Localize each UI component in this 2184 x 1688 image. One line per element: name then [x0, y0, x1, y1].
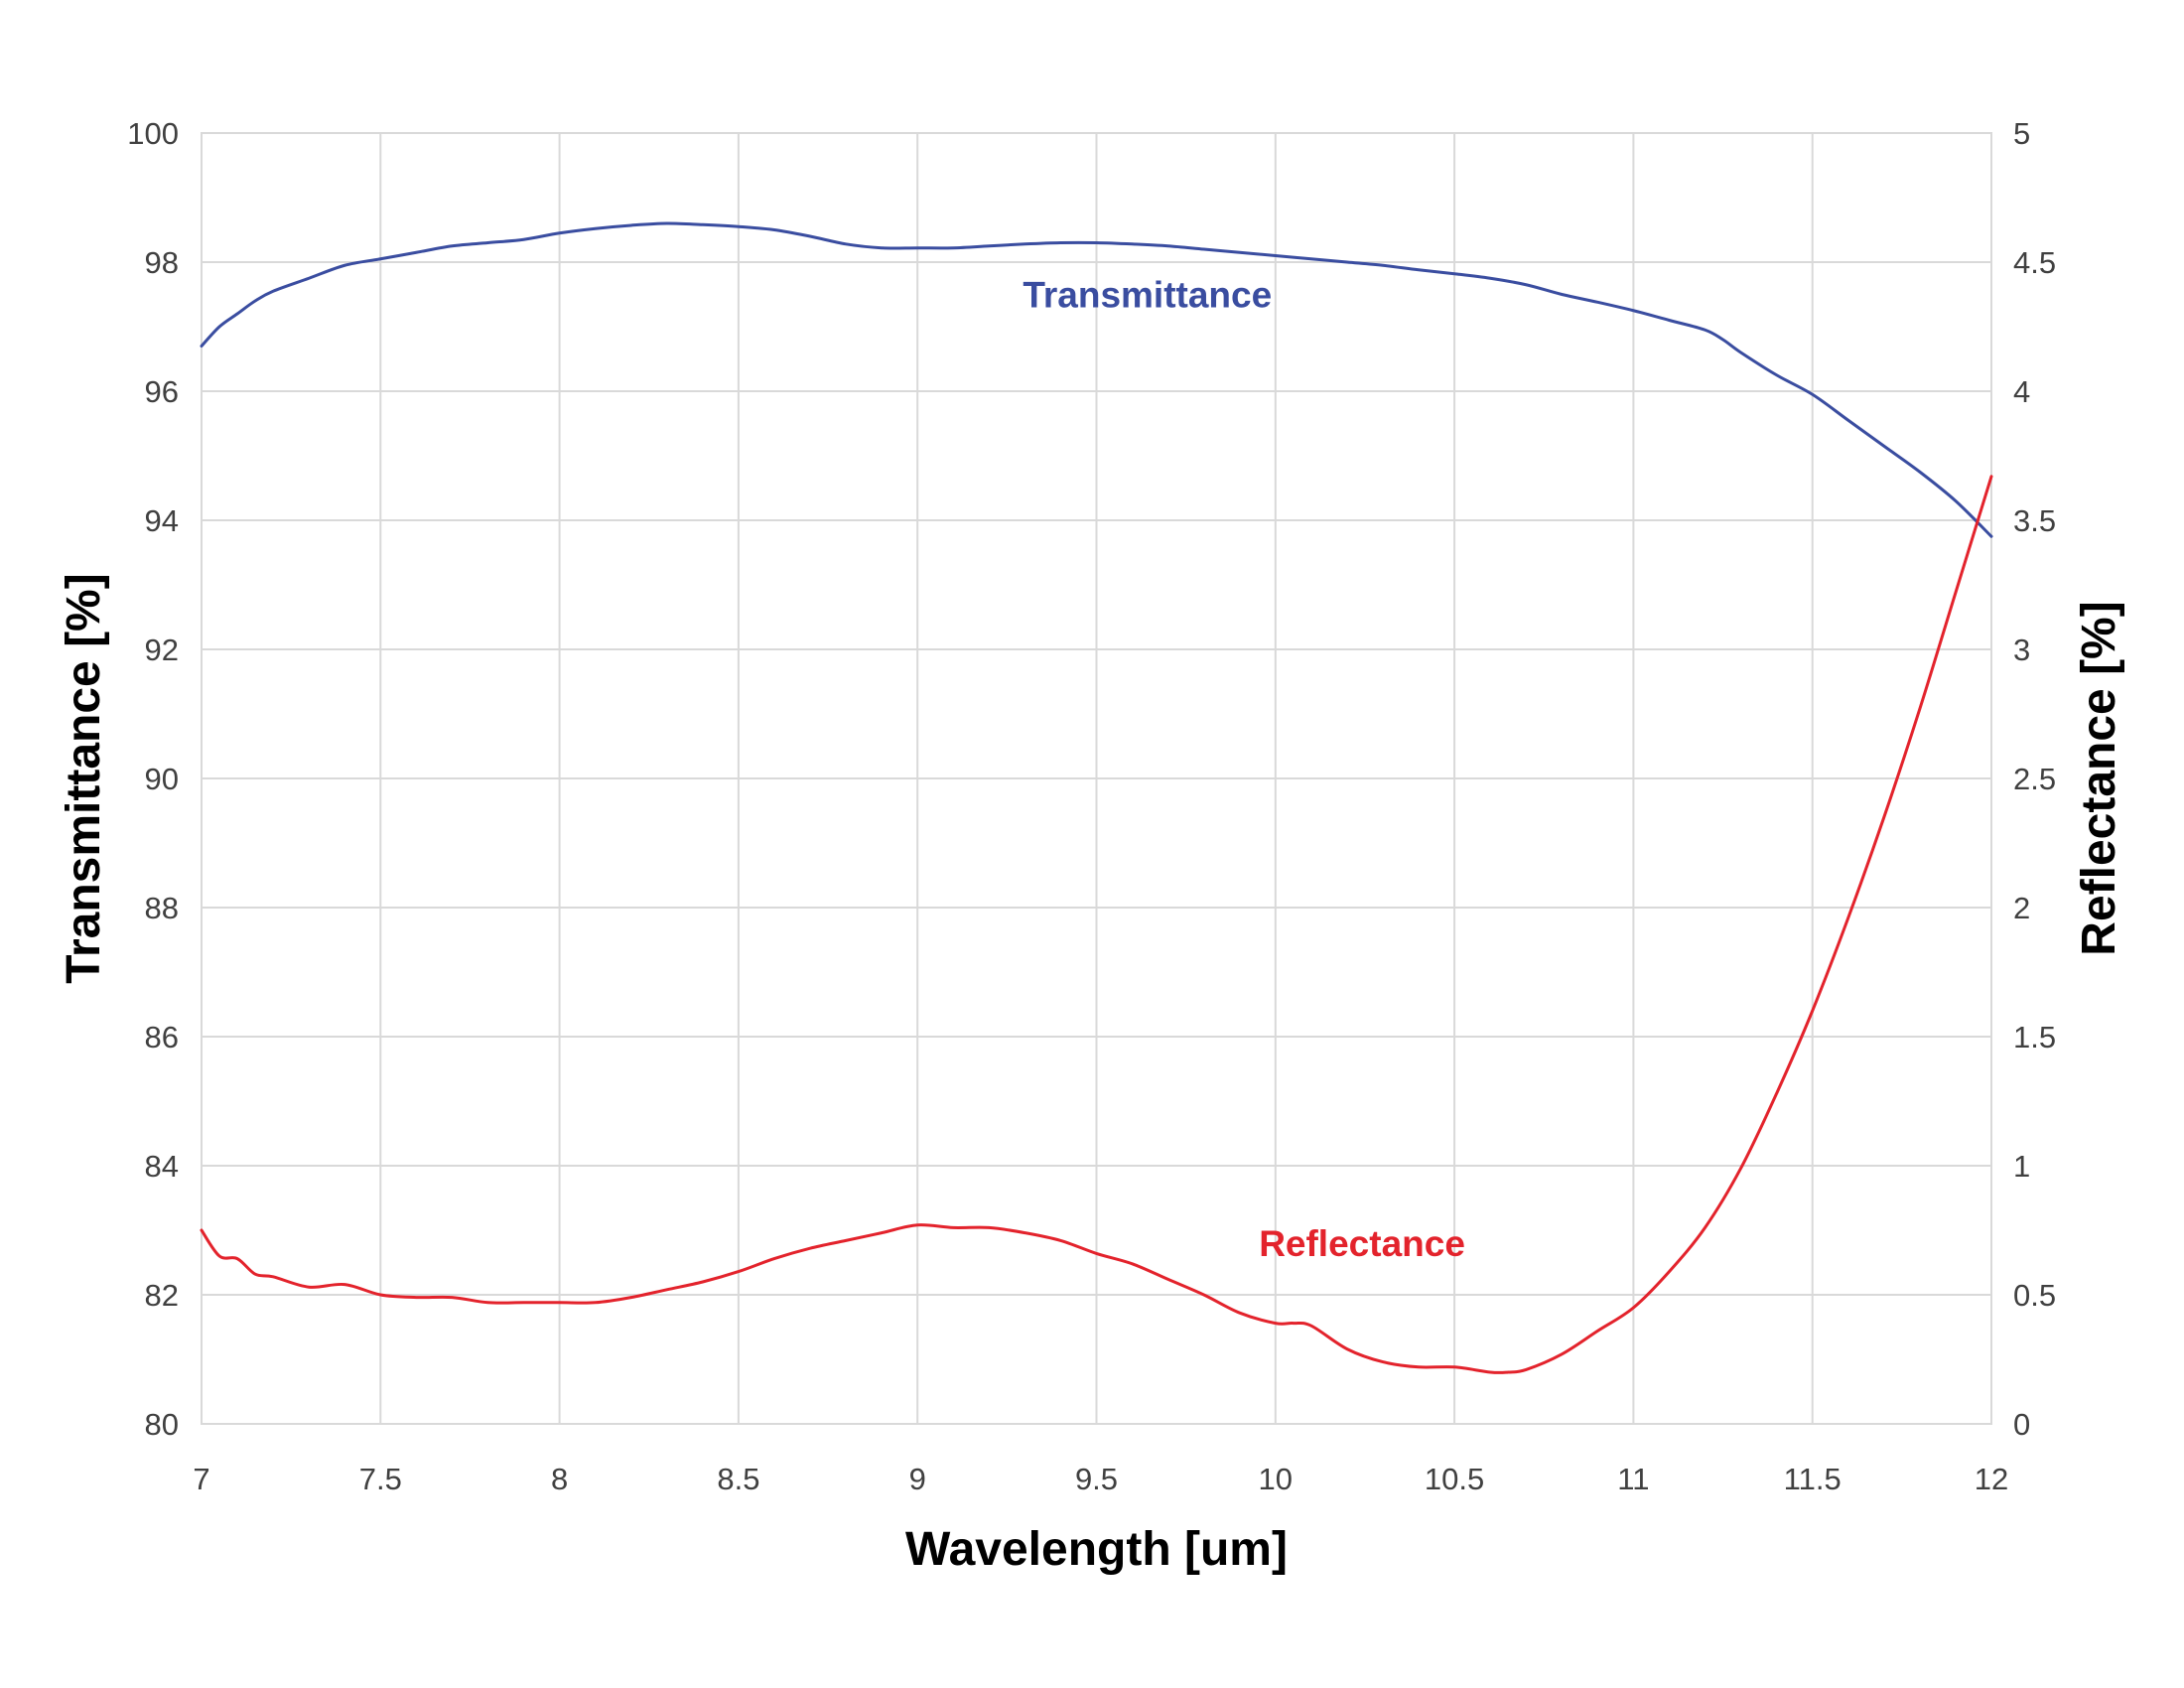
y2-tick-label: 3.5 — [2013, 503, 2056, 538]
x-tick-label: 7.5 — [359, 1462, 402, 1496]
reflectance-series-line — [200, 475, 1993, 1374]
y2-tick-label: 1 — [2013, 1149, 2030, 1184]
y2-tick-label: 3 — [2013, 633, 2030, 667]
x-axis-title: Wavelength [um] — [905, 1523, 1288, 1576]
y2-tick-label: 4 — [2013, 374, 2030, 409]
x-tick-label: 10.5 — [1425, 1462, 1484, 1496]
series-labels: Transmittance Reflectance — [1023, 275, 1465, 1265]
tick-labels: 7 7.5 8 8.5 9 9.5 10 10.5 11 11.5 1280828486889092… — [127, 116, 2056, 1496]
y2-tick-label: 0 — [2013, 1407, 2030, 1442]
x-tick-label: 11.5 — [1784, 1462, 1842, 1496]
y-tick-label: 84 — [145, 1149, 179, 1184]
y-tick-label: 92 — [145, 633, 179, 667]
x-tick-label: 9.5 — [1075, 1462, 1118, 1496]
transmittance-series-label: Transmittance — [1023, 275, 1272, 316]
transmittance-series-line — [200, 221, 1993, 538]
reflectance-series-label: Reflectance — [1259, 1223, 1465, 1264]
y2-tick-label: 5 — [2013, 116, 2030, 151]
y-tick-label: 90 — [145, 762, 179, 796]
y2-tick-label: 2.5 — [2013, 762, 2056, 796]
x-tick-label: 9 — [909, 1462, 926, 1496]
y-axis-title: Transmittance [%] — [58, 573, 110, 983]
series-layer — [200, 221, 1993, 1374]
y2-tick-label: 1.5 — [2013, 1020, 2056, 1055]
y2-tick-label: 0.5 — [2013, 1278, 2056, 1313]
x-tick-label: 8.5 — [717, 1462, 759, 1496]
y2-tick-label: 2 — [2013, 891, 2030, 925]
x-tick-label: 8 — [551, 1462, 568, 1496]
y-tick-label: 88 — [145, 891, 179, 925]
plot-area — [201, 132, 1992, 1425]
y-tick-label: 94 — [145, 503, 179, 538]
y-tick-label: 98 — [145, 245, 179, 280]
grid — [201, 132, 1992, 1425]
y2-tick-label: 4.5 — [2013, 245, 2056, 280]
y2-axis-title: Reflectance [%] — [2073, 601, 2125, 955]
x-tick-label: 10 — [1259, 1462, 1293, 1496]
x-tick-label: 7 — [193, 1462, 209, 1496]
y-tick-label: 96 — [145, 374, 179, 409]
y-tick-label: 86 — [145, 1020, 179, 1055]
y-tick-label: 100 — [127, 116, 179, 151]
x-tick-label: 11 — [1617, 1462, 1649, 1496]
x-tick-label: 12 — [1975, 1462, 2008, 1496]
y-tick-label: 82 — [145, 1278, 179, 1313]
y-tick-label: 80 — [145, 1407, 179, 1442]
